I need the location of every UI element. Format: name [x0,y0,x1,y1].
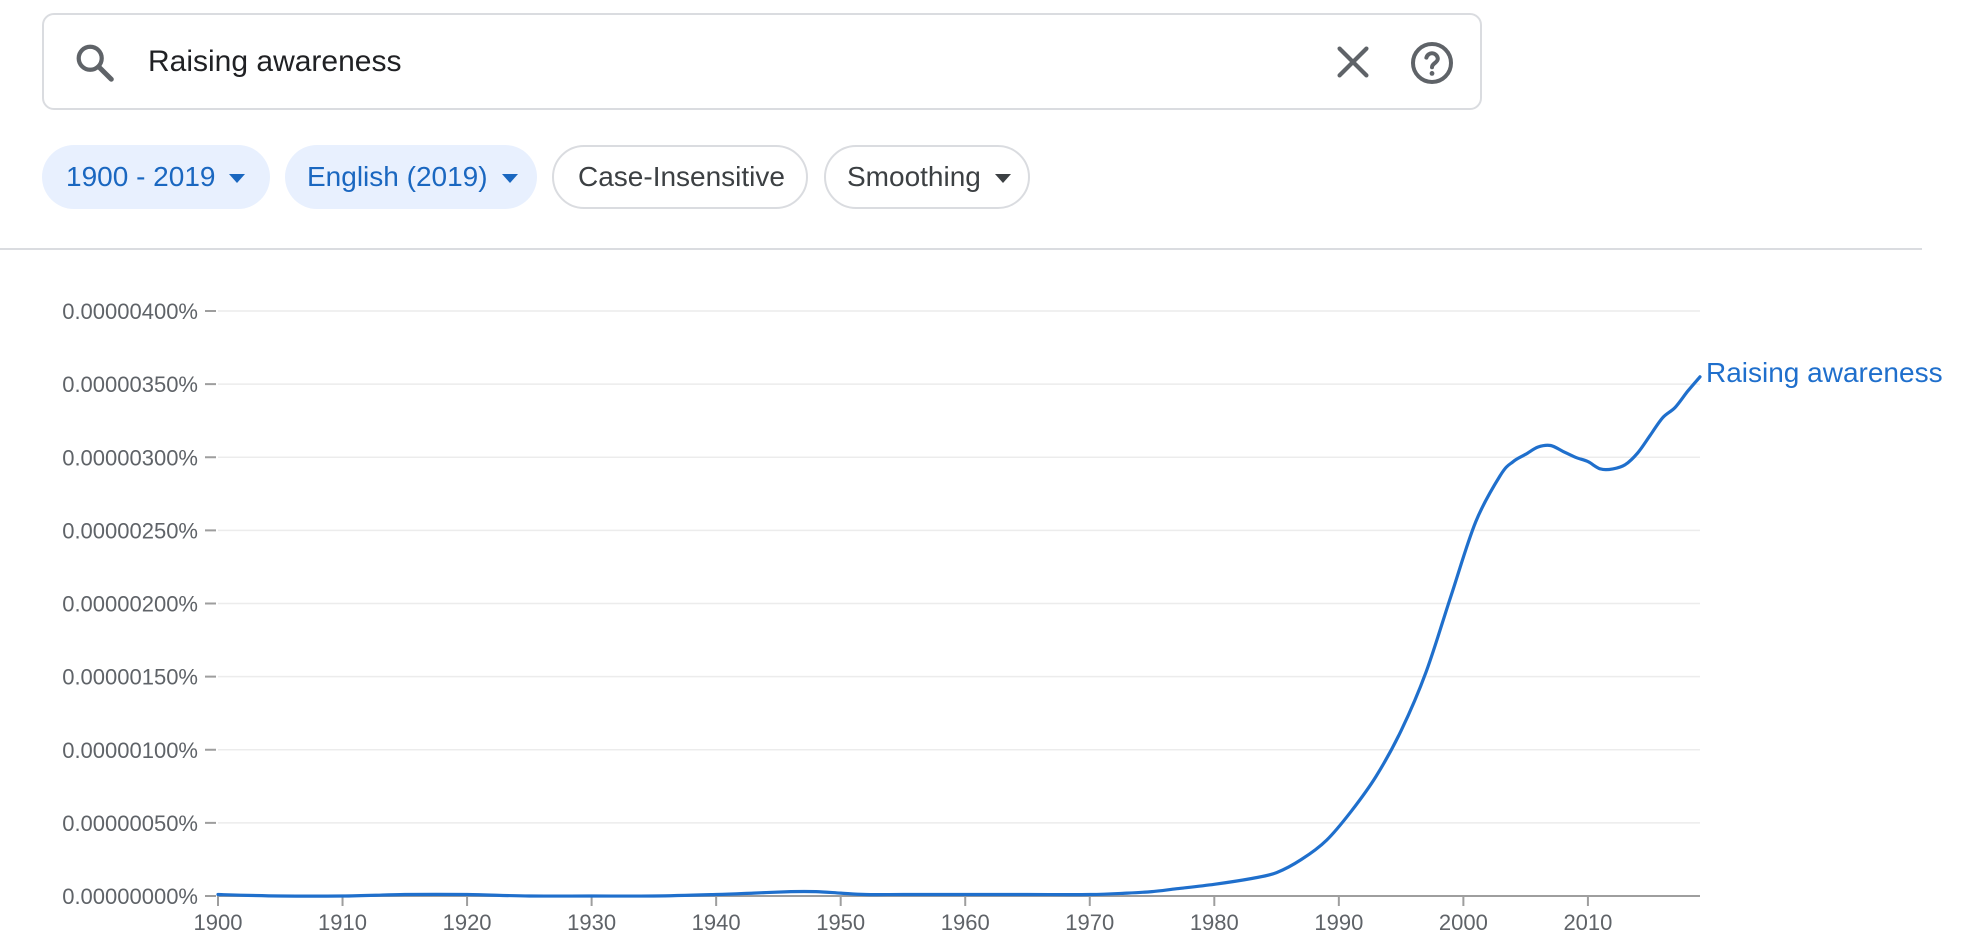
x-tick-label: 1900 [194,910,243,935]
x-tick-label: 2010 [1563,910,1612,935]
x-tick-label: 1920 [443,910,492,935]
close-icon[interactable] [1330,39,1376,85]
x-tick-label: 1970 [1065,910,1114,935]
caret-down-icon [229,173,246,183]
search-input[interactable] [148,33,1298,91]
year-range-label: 1900 - 2019 [66,161,216,192]
smoothing-label: Smoothing [847,161,981,192]
y-tick-label: 0.00000400% [62,299,198,324]
ngram-chart: 0.00000000% 0.00000050% 0.00000100% 0.00000… [62,299,1943,935]
y-tick-label: 0.00000350% [62,372,198,397]
y-tick-label: 0.00000300% [62,445,198,470]
x-tick-label: 1980 [1190,910,1239,935]
search-box [42,13,1482,110]
case-insensitive-label: Case-Insensitive [578,161,785,192]
corpus-label: English (2019) [307,161,488,192]
x-tick-label: 1950 [816,910,865,935]
x-tick-label: 2000 [1439,910,1488,935]
case-insensitive-toggle[interactable]: Case-Insensitive [552,145,808,209]
y-tick-label: 0.00000200% [62,592,198,617]
year-range-dropdown[interactable]: 1900 - 2019 [42,145,270,209]
smoothing-dropdown[interactable]: Smoothing [824,145,1030,209]
y-tick-label: 0.00000250% [62,518,198,543]
y-tick-label: 0.00000050% [62,811,198,836]
caret-down-icon [994,173,1011,183]
series-line [216,375,1702,898]
search-icon[interactable] [72,40,118,86]
y-tick-label: 0.00000100% [62,738,198,763]
caret-down-icon [501,173,518,183]
x-tick-label: 1930 [567,910,616,935]
series-label: Raising awareness [1706,357,1943,388]
x-tick-label: 1960 [941,910,990,935]
x-tick-label: 1910 [318,910,367,935]
divider [0,248,1922,250]
corpus-dropdown[interactable]: English (2019) [285,145,537,209]
x-tick-label: 1990 [1314,910,1363,935]
help-circle-icon[interactable] [1408,39,1456,87]
y-tick-label: 0.00000000% [62,884,198,909]
y-tick-label: 0.00000150% [62,665,198,690]
x-tick-label: 1940 [692,910,741,935]
